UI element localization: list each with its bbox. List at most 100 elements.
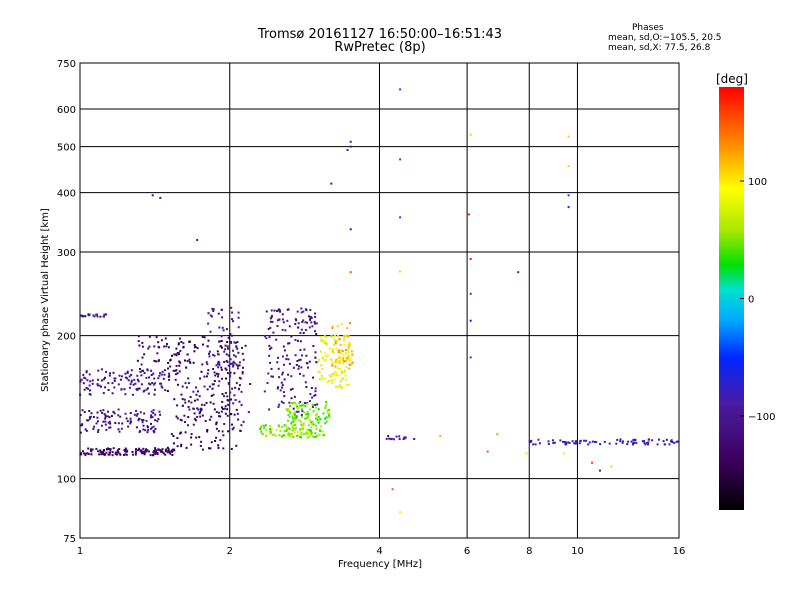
data-point bbox=[269, 430, 272, 432]
data-point bbox=[139, 411, 142, 414]
data-point bbox=[166, 451, 169, 454]
data-point bbox=[224, 405, 227, 408]
phases-o-stats: mean, sd,O:−105.5, 20.5 bbox=[608, 33, 722, 43]
data-point bbox=[189, 396, 192, 398]
data-point bbox=[226, 361, 229, 364]
data-point bbox=[157, 341, 160, 344]
data-point bbox=[145, 419, 148, 422]
data-point bbox=[294, 414, 297, 417]
data-point bbox=[176, 437, 179, 440]
data-point bbox=[224, 392, 227, 394]
data-point bbox=[84, 315, 87, 318]
data-point bbox=[334, 342, 337, 345]
data-point bbox=[187, 424, 189, 427]
colorbar-ticks: 100 0 −100 bbox=[740, 177, 775, 423]
data-point bbox=[141, 345, 144, 348]
data-point bbox=[113, 379, 116, 382]
data-point bbox=[126, 371, 129, 374]
data-point bbox=[91, 382, 94, 385]
data-point bbox=[129, 422, 132, 425]
data-point bbox=[321, 377, 324, 380]
data-point bbox=[302, 422, 305, 425]
data-point bbox=[198, 436, 201, 439]
data-point bbox=[220, 308, 223, 311]
data-point bbox=[121, 422, 124, 425]
data-point bbox=[314, 315, 317, 318]
data-point bbox=[80, 453, 83, 456]
data-point bbox=[154, 413, 157, 416]
data-point bbox=[217, 446, 220, 449]
data-point bbox=[341, 350, 344, 352]
data-point bbox=[310, 431, 313, 434]
data-point bbox=[293, 423, 296, 426]
data-point bbox=[105, 451, 108, 454]
data-point bbox=[208, 447, 210, 450]
data-point bbox=[349, 344, 352, 347]
data-point bbox=[129, 386, 131, 389]
data-point bbox=[309, 419, 312, 422]
data-point bbox=[99, 449, 102, 452]
data-point bbox=[538, 442, 541, 445]
data-point bbox=[215, 372, 218, 375]
data-point bbox=[217, 362, 219, 365]
data-point bbox=[316, 419, 319, 421]
data-point bbox=[296, 310, 299, 313]
data-point bbox=[159, 372, 161, 375]
data-point bbox=[309, 317, 312, 320]
data-point bbox=[217, 444, 220, 447]
data-point bbox=[347, 354, 350, 357]
data-point bbox=[223, 407, 226, 410]
x-tick-label: 16 bbox=[673, 546, 686, 557]
data-point bbox=[238, 400, 241, 403]
data-point bbox=[325, 416, 328, 419]
data-point bbox=[290, 433, 293, 436]
data-point bbox=[162, 377, 165, 380]
data-point bbox=[235, 345, 238, 348]
data-point bbox=[86, 419, 89, 422]
data-point bbox=[185, 446, 188, 449]
data-point bbox=[108, 448, 111, 450]
data-point bbox=[671, 441, 674, 443]
data-point bbox=[87, 447, 90, 450]
data-point bbox=[311, 405, 314, 408]
data-point bbox=[300, 420, 302, 423]
data-point bbox=[233, 413, 236, 416]
data-point bbox=[591, 461, 594, 464]
data-point bbox=[283, 363, 285, 366]
data-point bbox=[196, 347, 199, 350]
data-point bbox=[292, 417, 295, 420]
data-point bbox=[387, 435, 390, 437]
data-point bbox=[275, 434, 277, 437]
data-point bbox=[399, 270, 402, 273]
data-point bbox=[676, 440, 679, 443]
data-point bbox=[155, 360, 158, 363]
data-point bbox=[230, 341, 233, 344]
data-point bbox=[279, 310, 282, 313]
data-point bbox=[113, 412, 116, 415]
data-point bbox=[293, 402, 296, 405]
data-point bbox=[194, 345, 197, 348]
data-point bbox=[644, 443, 647, 446]
data-point bbox=[313, 394, 316, 397]
data-point bbox=[207, 322, 210, 325]
data-point bbox=[240, 403, 243, 406]
data-point bbox=[227, 364, 230, 367]
data-point bbox=[388, 437, 391, 440]
data-point bbox=[338, 338, 341, 341]
data-point bbox=[242, 366, 244, 369]
data-point bbox=[137, 419, 140, 422]
data-point bbox=[85, 429, 88, 432]
data-point bbox=[168, 378, 171, 381]
data-point bbox=[651, 439, 654, 442]
data-point bbox=[270, 367, 273, 370]
data-point bbox=[265, 337, 268, 340]
data-point bbox=[148, 376, 151, 379]
data-point bbox=[163, 373, 166, 376]
data-point bbox=[325, 336, 328, 338]
data-point bbox=[100, 424, 103, 427]
data-point bbox=[294, 323, 297, 325]
data-point bbox=[198, 395, 201, 398]
data-point bbox=[130, 379, 133, 382]
data-point bbox=[114, 377, 117, 380]
data-point bbox=[126, 449, 129, 452]
